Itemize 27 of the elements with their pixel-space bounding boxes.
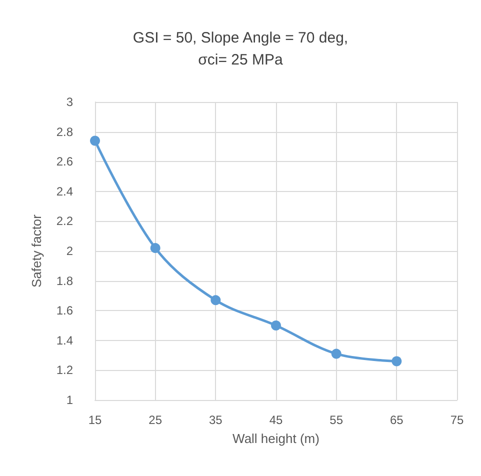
- x-tick-label: 35: [208, 413, 223, 427]
- y-tick-label: 3: [66, 95, 74, 109]
- y-axis-title: Safety factor: [29, 214, 44, 288]
- y-tick-label: 2.6: [56, 154, 74, 169]
- y-tick-label: 1.4: [56, 333, 74, 348]
- point: [392, 356, 402, 366]
- point: [210, 295, 221, 306]
- x-tick-label: 45: [269, 413, 283, 427]
- point: [90, 136, 100, 146]
- x-tick-label: 65: [390, 413, 404, 427]
- y-tick-label: 1.8: [56, 274, 74, 288]
- y-tick-label: 2: [66, 244, 74, 258]
- x-tick-label: 15: [88, 413, 102, 427]
- y-tick-label: 2.4: [56, 184, 74, 198]
- y-tick-label: 1.2: [56, 363, 74, 378]
- point: [150, 243, 160, 254]
- chart-title: GSI = 50, Slope Angle = 70 deg, σci= 25 MPa: [132, 30, 348, 68]
- y-tick-label: 2.8: [56, 124, 74, 139]
- x-tick-label: 75: [450, 413, 464, 427]
- y-tick-label: 1.6: [56, 304, 74, 318]
- point: [271, 320, 281, 330]
- y-tick-label: 1: [66, 393, 74, 407]
- x-tick-label: 55: [330, 413, 344, 427]
- point: [331, 348, 342, 359]
- x-tick-label: 25: [148, 413, 162, 427]
- x-axis-title: Wall height (m): [232, 431, 320, 446]
- y-tick-label: 2.2: [56, 214, 74, 228]
